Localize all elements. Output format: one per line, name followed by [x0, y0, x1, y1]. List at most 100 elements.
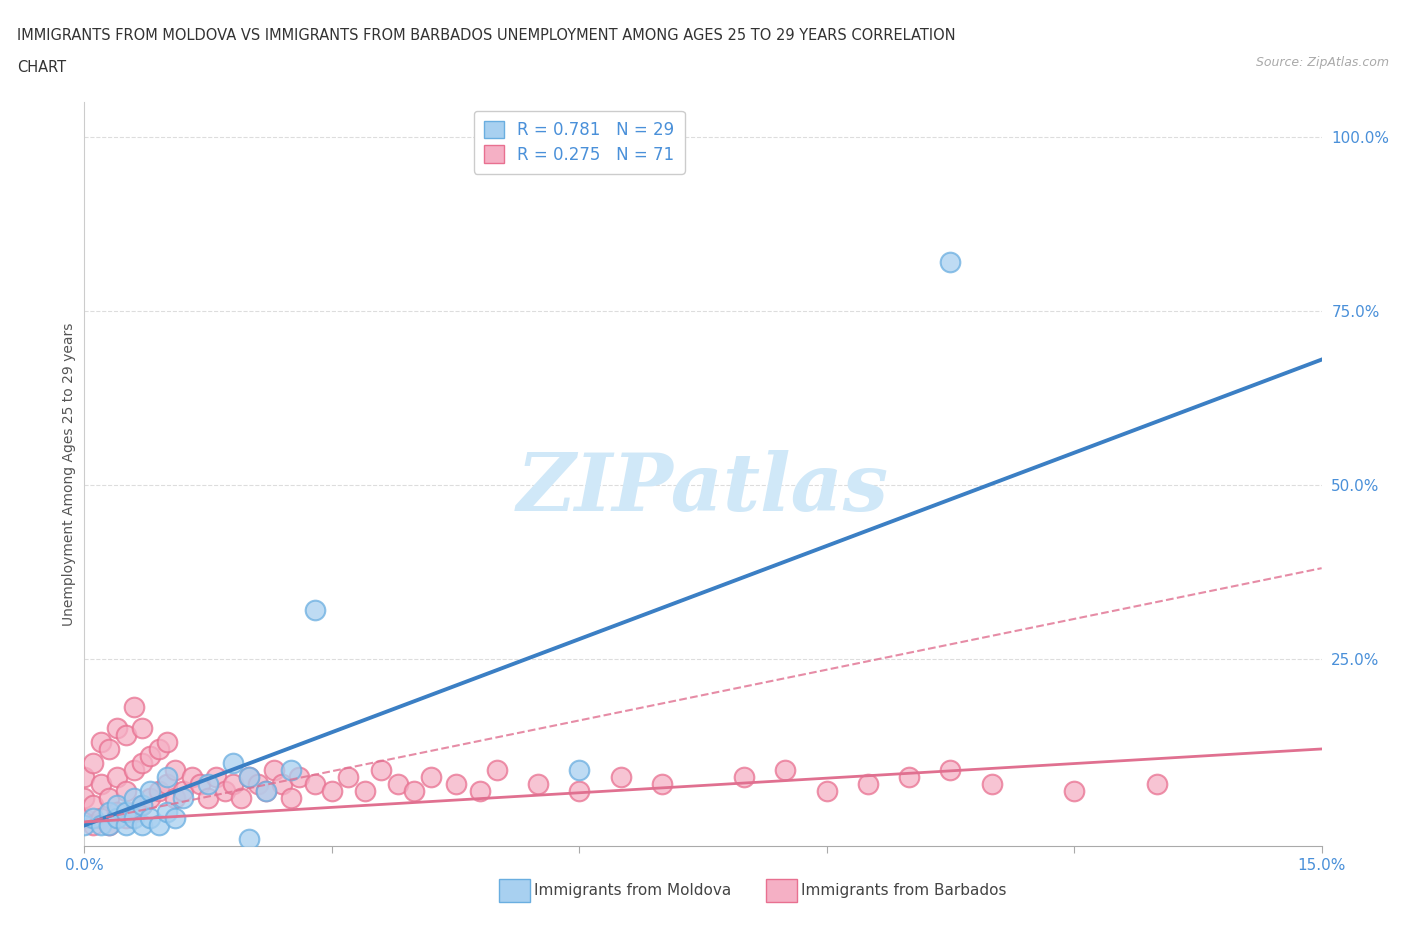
Point [444, 777, 467, 791]
Point [156, 777, 179, 791]
Point [105, 769, 128, 784]
Point [815, 783, 838, 798]
Point [90, 735, 112, 750]
Point [238, 769, 260, 784]
Point [1146, 777, 1168, 791]
Text: CHART: CHART [17, 60, 66, 75]
Point [82, 797, 104, 812]
Point [156, 769, 179, 784]
Point [122, 804, 145, 819]
Y-axis label: Unemployment Among Ages 25 to 29 years: Unemployment Among Ages 25 to 29 years [62, 323, 76, 626]
Point [122, 699, 145, 714]
Point [1063, 783, 1085, 798]
Point [321, 783, 343, 798]
Point [156, 735, 179, 750]
Point [90, 818, 112, 833]
Point [131, 755, 153, 770]
Point [222, 777, 245, 791]
Point [98, 741, 121, 756]
Point [304, 777, 326, 791]
Point [197, 777, 219, 791]
Point [238, 769, 260, 784]
Point [165, 811, 187, 826]
Point [131, 818, 153, 833]
Point [980, 777, 1002, 791]
Point [238, 832, 260, 847]
Point [165, 763, 187, 777]
Point [214, 783, 236, 798]
Text: ZIPatlas: ZIPatlas [517, 450, 889, 528]
Point [651, 777, 673, 791]
Point [568, 763, 591, 777]
Point [939, 255, 962, 270]
Text: Source: ZipAtlas.com: Source: ZipAtlas.com [1256, 56, 1389, 69]
Point [73, 769, 96, 784]
Point [156, 804, 179, 819]
Point [609, 769, 631, 784]
Point [82, 811, 104, 826]
Point [122, 811, 145, 826]
Point [98, 790, 121, 805]
Point [114, 811, 136, 826]
Point [122, 790, 145, 805]
Point [370, 763, 392, 777]
Point [229, 790, 252, 805]
Point [898, 769, 921, 784]
Point [105, 804, 128, 819]
Point [114, 818, 136, 833]
Point [288, 769, 311, 784]
Point [73, 811, 96, 826]
Point [280, 790, 302, 805]
Text: Immigrants from Moldova: Immigrants from Moldova [534, 884, 731, 898]
Point [775, 763, 797, 777]
Point [98, 818, 121, 833]
Point [114, 783, 136, 798]
Point [568, 783, 591, 798]
Point [131, 721, 153, 736]
Point [172, 783, 194, 798]
Point [98, 818, 121, 833]
Point [304, 603, 326, 618]
Point [139, 783, 162, 798]
Point [222, 755, 245, 770]
Text: Immigrants from Barbados: Immigrants from Barbados [801, 884, 1007, 898]
Point [114, 804, 136, 819]
Point [105, 811, 128, 826]
Point [148, 818, 170, 833]
Point [337, 769, 360, 784]
Point [180, 769, 202, 784]
Point [139, 749, 162, 764]
Point [404, 783, 426, 798]
Point [527, 777, 550, 791]
Legend: R = 0.781   N = 29, R = 0.275   N = 71: R = 0.781 N = 29, R = 0.275 N = 71 [474, 111, 685, 174]
Point [205, 769, 228, 784]
Point [263, 763, 285, 777]
Text: IMMIGRANTS FROM MOLDOVA VS IMMIGRANTS FROM BARBADOS UNEMPLOYMENT AMONG AGES 25 T: IMMIGRANTS FROM MOLDOVA VS IMMIGRANTS FR… [17, 28, 956, 43]
Point [82, 818, 104, 833]
Point [733, 769, 755, 784]
Point [139, 811, 162, 826]
Point [172, 790, 194, 805]
Point [165, 790, 187, 805]
Point [105, 797, 128, 812]
Point [856, 777, 879, 791]
Point [470, 783, 492, 798]
Point [254, 783, 277, 798]
Point [197, 790, 219, 805]
Point [271, 777, 294, 791]
Point [131, 797, 153, 812]
Point [90, 811, 112, 826]
Point [105, 721, 128, 736]
Point [419, 769, 441, 784]
Point [90, 777, 112, 791]
Point [73, 818, 96, 833]
Point [246, 777, 269, 791]
Point [148, 783, 170, 798]
Point [122, 763, 145, 777]
Point [139, 790, 162, 805]
Point [98, 804, 121, 819]
Point [188, 777, 211, 791]
Point [131, 797, 153, 812]
Point [82, 755, 104, 770]
Point [114, 727, 136, 742]
